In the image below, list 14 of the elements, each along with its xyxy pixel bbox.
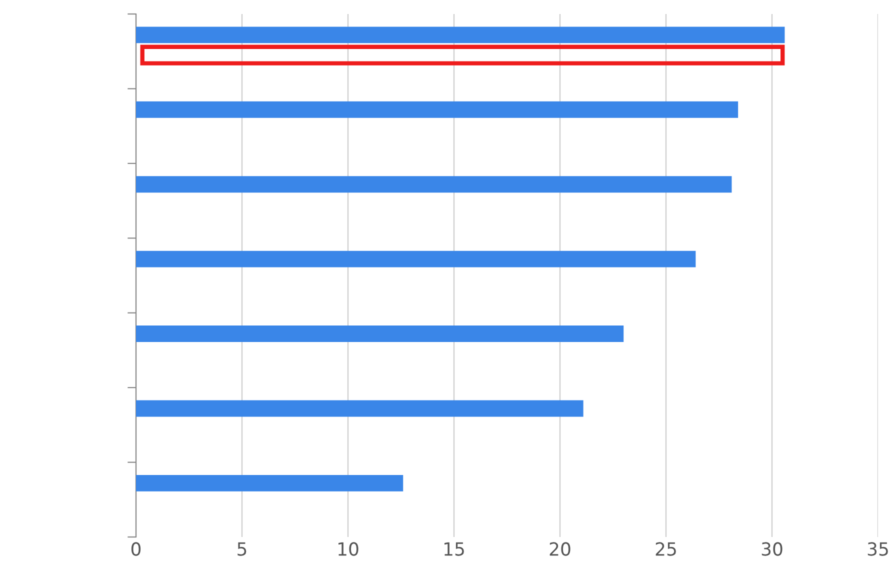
x-tick-label: 0 [131,542,141,556]
bar [136,101,738,118]
x-tick-label: 15 [444,542,464,556]
bar [136,400,584,417]
x-tick-label: 30 [762,542,782,556]
bar [136,176,732,193]
x-tick-label: 5 [238,542,246,556]
x-tick-label: 20 [550,542,570,556]
x-tick-label: 10 [338,542,358,556]
bar [136,250,696,268]
x-tick-label: 25 [656,542,676,556]
bar [136,474,404,492]
bar [136,326,624,342]
x-tick-label: 35 [868,542,888,556]
